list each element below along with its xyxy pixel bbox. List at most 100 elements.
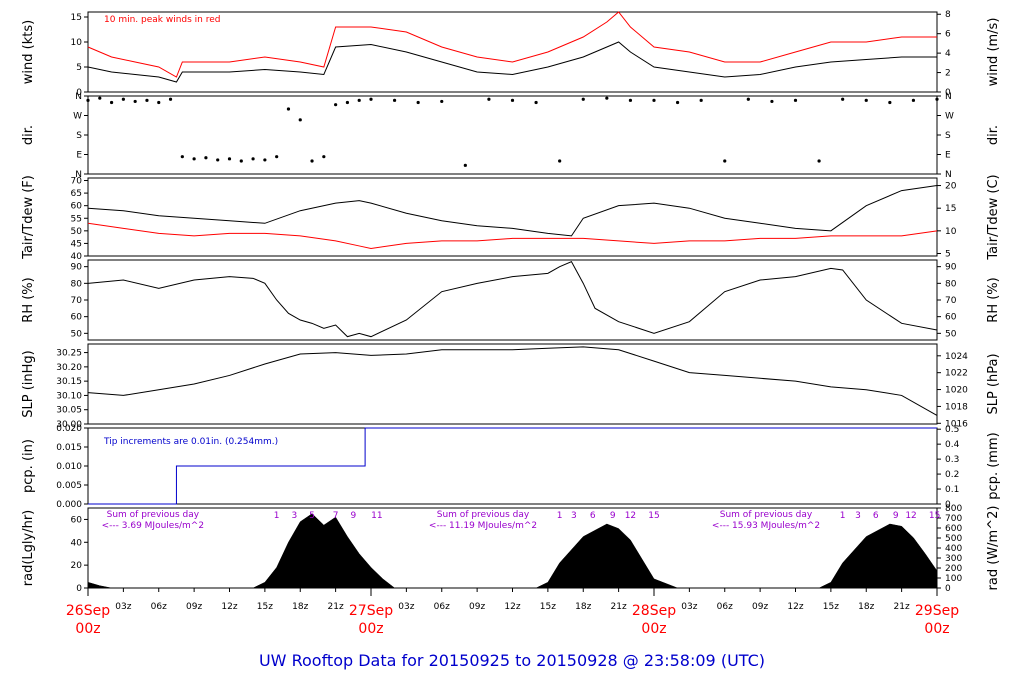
y-tick-label: 70 xyxy=(71,177,83,187)
panel-pcp: 0.000 0.005 0.010 0.015 0.020 0 0.1 0.2 0.3 0.4 0.… xyxy=(21,424,1001,510)
y-tick-label: 0 xyxy=(76,88,82,98)
x-minor-label: 06z xyxy=(151,602,167,612)
y-tick-label: 55 xyxy=(71,214,82,224)
series-area-radiation xyxy=(87,513,938,589)
data-point xyxy=(416,100,420,105)
y-axis-label-right: dir. xyxy=(986,125,1001,145)
y-tick-label-right: 1022 xyxy=(945,369,968,379)
x-minor-label: 09z xyxy=(186,602,202,612)
y-tick-label-right: N xyxy=(945,92,952,102)
y-tick-label-right: 0 xyxy=(945,88,951,98)
data-point xyxy=(275,155,279,159)
y-axis-label-right: SLP (hPa) xyxy=(986,353,1001,414)
panel-slp: 30.00 30.05 30.10 30.15 30.20 30.25 1016 1018 10… xyxy=(21,343,1001,430)
y-tick-label: 0.015 xyxy=(56,443,82,453)
y-tick-label-right: 8 xyxy=(945,10,951,20)
data-point xyxy=(888,100,892,105)
y-tick-label-right: 0 xyxy=(945,584,951,594)
y-tick-label: N xyxy=(75,170,82,180)
y-tick-label-right: 700 xyxy=(945,514,962,524)
panel-temp: 40 45 50 55 60 65 70 5 10 15 20 Tair/Tdew (F) Tair/T… xyxy=(21,174,1001,262)
data-point xyxy=(334,103,338,107)
local-hour-mark: 9 xyxy=(610,511,616,521)
y-tick-label: 80 xyxy=(71,279,83,289)
y-tick-label-right: 0.1 xyxy=(945,485,959,495)
data-point xyxy=(581,97,585,101)
y-tick-label: 60 xyxy=(71,202,83,212)
y-tick-label: 45 xyxy=(71,239,82,249)
y-tick-label-right: 100 xyxy=(945,574,962,584)
local-hour-mark: 3 xyxy=(291,511,297,521)
y-tick-label-right: 600 xyxy=(945,524,962,534)
daily-total-value: <--- 11.19 MJoules/m^2 xyxy=(429,521,537,531)
series-line-rh xyxy=(87,261,938,338)
x-major-label: 26Sep xyxy=(66,603,110,619)
time-axis: 03z 06z 09z 12z 15z 18z 21z 03z 06z 09z 12z 15z 18z 2… xyxy=(66,588,959,637)
data-point xyxy=(86,98,90,102)
data-point xyxy=(864,98,868,102)
y-tick-label-right: N xyxy=(945,170,952,180)
data-point xyxy=(817,159,821,163)
data-point xyxy=(369,97,373,101)
data-point xyxy=(204,156,208,160)
y-tick-label: 30.00 xyxy=(56,420,82,430)
y-axis-label: RH (%) xyxy=(21,277,36,322)
y-tick-label: 0.020 xyxy=(56,424,82,434)
x-minor-label: 15z xyxy=(823,602,839,612)
y-tick-label: 30.05 xyxy=(56,406,82,416)
local-hour-mark: 6 xyxy=(873,511,879,521)
y-tick-label-right: 1016 xyxy=(945,419,968,429)
data-point xyxy=(192,157,196,161)
y-tick-label-right: 1018 xyxy=(945,402,968,412)
panel-rad: 02040600100200300400500600700800rad(Lgly… xyxy=(21,504,1001,594)
local-hour-mark: 9 xyxy=(893,511,899,521)
y-tick-label: N xyxy=(75,92,82,102)
x-minor-label: 15z xyxy=(540,602,556,612)
y-tick-label-right: 400 xyxy=(945,544,962,554)
data-point xyxy=(652,98,656,102)
y-tick-label-right: 0.2 xyxy=(945,470,959,480)
y-tick-label-right: 500 xyxy=(945,534,962,544)
y-tick-label-right: 10 xyxy=(945,227,957,237)
y-axis-label: rad(Lgly/hr) xyxy=(21,510,36,586)
daily-total-label: Sum of previous day xyxy=(437,510,530,520)
y-tick-label-right: 90 xyxy=(945,263,957,273)
y-tick-label: S xyxy=(76,131,82,141)
y-tick-label: 30.20 xyxy=(56,363,82,373)
x-minor-label: 06z xyxy=(717,602,733,612)
y-axis-label: wind (kts) xyxy=(21,20,36,84)
data-point xyxy=(227,157,232,161)
data-point xyxy=(216,158,220,162)
y-tick-label: 50 xyxy=(71,227,83,237)
plot-frame xyxy=(87,343,938,425)
y-tick-label: 5 xyxy=(76,63,82,73)
data-point xyxy=(841,97,845,101)
series-line-tair xyxy=(87,185,938,237)
y-tick-label: 30.10 xyxy=(56,391,82,401)
x-major-label: 29Sep xyxy=(915,603,959,619)
x-minor-label: 09z xyxy=(752,602,768,612)
y-tick-label: 15 xyxy=(71,13,82,23)
data-point xyxy=(298,118,302,122)
y-tick-label: 0.000 xyxy=(56,500,82,510)
data-point xyxy=(558,159,562,163)
data-point xyxy=(121,97,125,101)
y-tick-label: 0.005 xyxy=(56,481,82,491)
data-point xyxy=(357,98,361,102)
y-tick-label-right: E xyxy=(945,151,951,161)
data-point xyxy=(628,98,633,102)
data-point xyxy=(440,99,444,104)
x-minor-label: 18z xyxy=(858,602,874,612)
x-major-sublabel: 00z xyxy=(358,621,383,637)
x-major-label: 27Sep xyxy=(349,603,393,619)
data-point xyxy=(322,155,326,159)
data-point xyxy=(251,157,255,161)
y-tick-label-right: S xyxy=(945,131,951,141)
y-axis-label-right: pcp. (mm) xyxy=(986,432,1001,499)
x-minor-label: 12z xyxy=(787,602,803,612)
data-point xyxy=(911,98,916,102)
daily-total-value: <--- 15.93 MJoules/m^2 xyxy=(712,521,820,531)
local-hour-mark: 1 xyxy=(274,511,280,521)
y-tick-label-right: 300 xyxy=(945,554,962,564)
